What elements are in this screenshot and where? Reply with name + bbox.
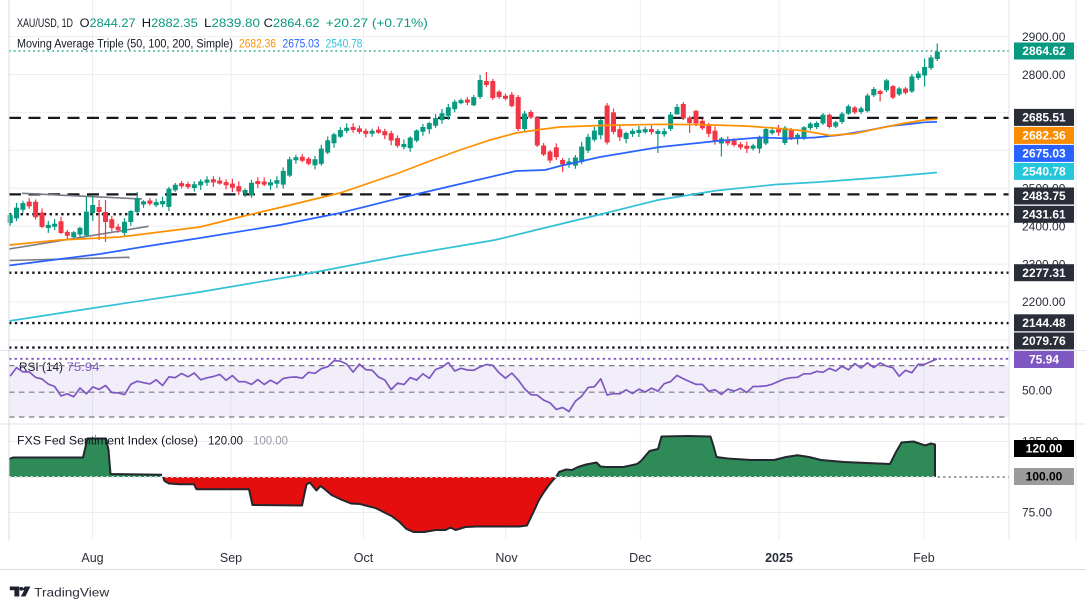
svg-text:75.00: 75.00 [1022, 506, 1052, 520]
svg-text:Sep: Sep [220, 551, 242, 565]
svg-text:100.00: 100.00 [1026, 470, 1063, 484]
svg-text:75.94: 75.94 [1029, 353, 1059, 367]
svg-text:L2839.80: L2839.80 [204, 18, 260, 30]
svg-text:2900.00: 2900.00 [1022, 30, 1066, 44]
svg-text:Dec: Dec [629, 551, 651, 565]
svg-text:TradingView: TradingView [34, 586, 109, 600]
svg-text:FXS Fed Sentiment Index (close: FXS Fed Sentiment Index (close) [17, 436, 198, 448]
svg-text:O2844.27: O2844.27 [80, 18, 136, 30]
svg-text:+20.27 (+0.71%): +20.27 (+0.71%) [326, 18, 428, 30]
svg-text:2200.00: 2200.00 [1022, 295, 1066, 309]
svg-text:Moving Average Triple (50, 100: Moving Average Triple (50, 100, 200, Sim… [17, 39, 233, 51]
svg-text:2540.78: 2540.78 [1022, 165, 1066, 179]
svg-text:2800.00: 2800.00 [1022, 68, 1066, 82]
svg-text:Nov: Nov [495, 551, 518, 565]
svg-text:2144.48: 2144.48 [1022, 316, 1066, 330]
svg-text:100.00: 100.00 [253, 436, 288, 448]
svg-text:2685.51: 2685.51 [1022, 111, 1066, 125]
svg-text:2079.76: 2079.76 [1022, 334, 1066, 348]
svg-text:2277.31: 2277.31 [1022, 266, 1066, 280]
svg-text:Feb: Feb [913, 551, 935, 565]
svg-text:2675.03: 2675.03 [283, 39, 320, 51]
svg-text:2431.61: 2431.61 [1022, 208, 1066, 222]
svg-text:120.00: 120.00 [208, 436, 243, 448]
svg-text:Oct: Oct [354, 551, 374, 565]
svg-text:C2864.62: C2864.62 [264, 18, 320, 30]
svg-text:Aug: Aug [81, 551, 103, 565]
svg-text:2864.62: 2864.62 [1022, 44, 1066, 58]
svg-text:XAU/USD, 1D: XAU/USD, 1D [17, 18, 73, 30]
svg-text:2400.00: 2400.00 [1022, 219, 1066, 233]
svg-text:120.00: 120.00 [1026, 442, 1063, 456]
svg-text:2483.75: 2483.75 [1022, 189, 1066, 203]
svg-text:2682.36: 2682.36 [1022, 129, 1066, 143]
svg-text:50.00: 50.00 [1022, 384, 1052, 398]
svg-text:2682.36: 2682.36 [239, 39, 276, 51]
svg-text:2025: 2025 [765, 551, 793, 565]
svg-text:75.94: 75.94 [67, 362, 101, 374]
svg-text:H2882.35: H2882.35 [142, 18, 198, 30]
svg-text:2540.78: 2540.78 [326, 39, 363, 51]
svg-text:2675.03: 2675.03 [1022, 147, 1066, 161]
